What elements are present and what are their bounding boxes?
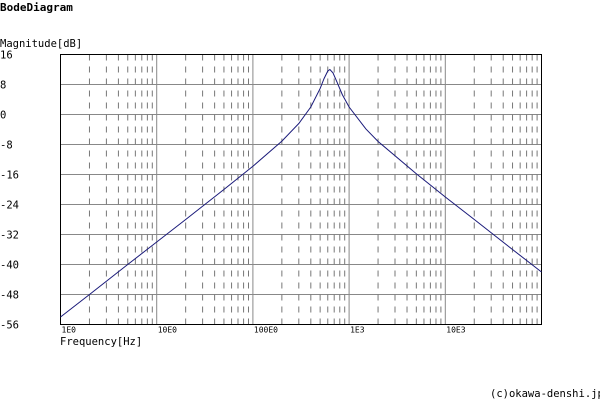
y-tick-label: 8 [0,80,6,92]
x-tick-label: 100E0 [254,326,278,335]
y-tick-label: 16 [0,50,13,62]
x-ticks: 1E0 10E0 100E0 1E3 10E3 [62,326,466,335]
y-ticks: 16 8 0 -8 -16 -24 -32 -40 -48 -56 [0,50,19,332]
y-tick-label: -8 [0,140,13,152]
copyright-text: (c)okawa-denshi.jp [490,388,600,400]
x-tick-label: 10E0 [158,326,177,335]
plot-frame [60,54,542,325]
y-tick-label: -40 [0,260,19,272]
x-tick-label: 1E0 [62,326,77,335]
y-tick-label: -24 [0,200,19,212]
y-axis-label: Magnitude[dB] [0,38,82,50]
x-tick-label: 10E3 [446,326,465,335]
chart-title: BodeDiagram [0,1,73,14]
x-tick-label: 1E3 [350,326,365,335]
magnitude-line [60,68,542,318]
y-tick-label: -16 [0,170,19,182]
y-tick-label: -56 [0,320,19,332]
grid [60,54,542,325]
y-tick-label: -32 [0,230,19,242]
y-tick-label: 0 [0,110,6,122]
x-axis-label: Frequency[Hz] [60,336,142,348]
y-tick-label: -48 [0,290,19,302]
